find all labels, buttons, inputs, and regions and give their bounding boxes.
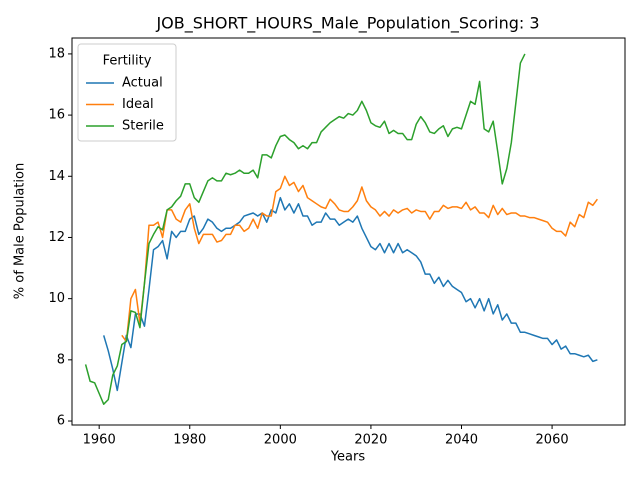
x-tick-label: 2020 bbox=[354, 433, 387, 448]
y-axis-label: % of Male Population bbox=[13, 163, 28, 299]
y-tick-label: 12 bbox=[48, 230, 65, 245]
x-tick-label: 1960 bbox=[83, 433, 116, 448]
y-tick-label: 18 bbox=[48, 46, 65, 61]
x-tick-label: 2040 bbox=[445, 433, 478, 448]
y-tick-label: 6 bbox=[57, 414, 65, 429]
plot-frame bbox=[71, 37, 626, 426]
legend-label: Actual bbox=[122, 76, 163, 91]
legend-label: Ideal bbox=[122, 97, 154, 112]
legend-label: Sterile bbox=[122, 119, 164, 134]
legend-box bbox=[77, 43, 177, 142]
x-tick-label: 1980 bbox=[173, 433, 206, 448]
series-line bbox=[121, 175, 598, 343]
x-tick-label: 2060 bbox=[536, 433, 569, 448]
legend-title: Fertility bbox=[103, 54, 152, 69]
series-line bbox=[102, 196, 598, 392]
y-tick-label: 14 bbox=[48, 169, 65, 184]
x-axis-label: Years bbox=[330, 450, 366, 465]
y-tick-label: 8 bbox=[57, 352, 65, 367]
chart-title: JOB_SHORT_HOURS_Male_Population_Scoring:… bbox=[155, 14, 539, 34]
y-tick-label: 10 bbox=[48, 291, 65, 306]
x-tick-label: 2000 bbox=[264, 433, 297, 448]
series-line bbox=[84, 53, 526, 405]
y-tick-label: 16 bbox=[48, 108, 65, 123]
